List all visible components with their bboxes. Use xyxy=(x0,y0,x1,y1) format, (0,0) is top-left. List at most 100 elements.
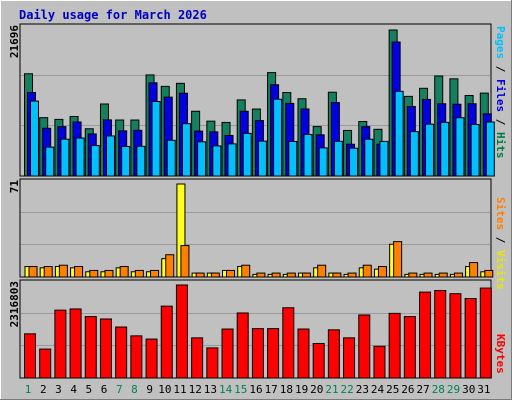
kbytes-panel: 2316803 KBytes xyxy=(8,279,507,379)
day-label: 31 xyxy=(477,383,490,396)
legend-visits: Visits xyxy=(494,250,507,290)
kbytes-bar xyxy=(464,298,477,379)
pages-bar xyxy=(45,146,55,177)
pages-bar xyxy=(455,117,465,177)
kbytes-bar xyxy=(221,328,234,379)
sites-bar xyxy=(210,272,220,278)
day-label: 19 xyxy=(295,383,308,396)
visits-ymax-label: 71 xyxy=(8,180,21,194)
day-label: 11 xyxy=(173,383,186,396)
day-label: 13 xyxy=(204,383,217,396)
visits-plot-area xyxy=(19,178,492,278)
kbytes-bar xyxy=(297,328,310,379)
kbytes-bar xyxy=(130,335,143,379)
sites-bar xyxy=(377,266,387,278)
sites-bar xyxy=(165,254,175,278)
sites-bar xyxy=(484,269,494,278)
kbytes-bar xyxy=(419,291,432,379)
pages-bar xyxy=(273,98,283,177)
sites-bar xyxy=(332,272,342,278)
sites-bar xyxy=(362,264,372,278)
day-label: 4 xyxy=(70,383,77,396)
day-label: 25 xyxy=(386,383,399,396)
pages-bar xyxy=(30,100,39,177)
day-label: 9 xyxy=(146,383,153,396)
day-label: 30 xyxy=(462,383,475,396)
pages-bar xyxy=(166,139,176,177)
legend-files: Files xyxy=(494,79,507,112)
day-label: 20 xyxy=(310,383,323,396)
pages-bar xyxy=(349,147,359,177)
day-label: 15 xyxy=(234,383,247,396)
kbytes-bar xyxy=(206,347,219,379)
day-label: 28 xyxy=(432,383,445,396)
kbytes-bar xyxy=(358,314,371,379)
sites-bar xyxy=(438,272,448,278)
pages-bar xyxy=(90,145,100,177)
kbytes-bar xyxy=(160,305,173,379)
sites-bar xyxy=(58,264,68,278)
day-label: 10 xyxy=(158,383,171,396)
pages-bar xyxy=(136,145,146,177)
kbytes-bar xyxy=(388,312,401,379)
sites-bar xyxy=(180,245,190,278)
pages-bar xyxy=(151,101,161,177)
kbytes-bar xyxy=(145,338,158,379)
visits-legend: Sites / Visits xyxy=(494,197,507,290)
pages-bar xyxy=(227,143,237,177)
kbytes-bar xyxy=(236,312,249,379)
kbytes-ymax-label: 2316803 xyxy=(8,281,21,327)
day-label: 24 xyxy=(371,383,385,396)
sites-bar xyxy=(408,272,418,278)
pages-bar xyxy=(257,140,267,177)
sites-bar xyxy=(256,272,266,278)
kbytes-bar xyxy=(251,328,264,379)
pages-bar xyxy=(242,132,252,177)
pages-bar xyxy=(212,145,222,177)
pages-bar xyxy=(333,140,343,177)
sites-bar xyxy=(241,264,251,278)
sites-bar xyxy=(347,272,357,278)
day-label: 14 xyxy=(219,383,233,396)
pages-bar xyxy=(318,147,328,177)
sites-bar xyxy=(195,272,205,278)
pages-bar xyxy=(394,90,404,177)
pages-bar xyxy=(75,137,85,177)
kbytes-bar xyxy=(343,337,356,379)
sites-bar xyxy=(28,266,38,278)
sites-bar xyxy=(271,272,281,278)
sites-bar xyxy=(301,272,311,278)
pages-bar xyxy=(105,135,115,177)
pages-bar xyxy=(288,140,298,177)
day-label: 21 xyxy=(325,383,338,396)
kbytes-bar xyxy=(175,284,188,379)
pages-bar xyxy=(364,138,374,177)
sites-bar xyxy=(286,272,296,278)
pages-bar xyxy=(409,131,419,177)
sites-bar xyxy=(226,269,236,278)
legend-kbytes: KBytes xyxy=(494,334,507,374)
day-label: 18 xyxy=(280,383,293,396)
kbytes-bars xyxy=(24,284,492,379)
day-label: 27 xyxy=(417,383,430,396)
pages-bar xyxy=(470,123,480,177)
kbytes-bar xyxy=(282,307,295,379)
sites-bar xyxy=(74,266,84,278)
kbytes-bar xyxy=(403,316,416,379)
legend-pages: Pages xyxy=(494,26,507,59)
visits-bars xyxy=(24,183,494,278)
traffic-ymax-label: 21696 xyxy=(8,25,21,58)
day-label: 3 xyxy=(55,383,62,396)
sites-bar xyxy=(317,264,327,278)
kbytes-bar xyxy=(449,293,462,379)
pages-bar xyxy=(425,123,435,177)
sites-bar xyxy=(150,269,160,278)
visits-panel: 71 Sites / Visits xyxy=(8,178,507,290)
pages-bar xyxy=(181,123,191,177)
day-label: 23 xyxy=(356,383,369,396)
sites-bar xyxy=(453,272,463,278)
kbytes-bar xyxy=(373,345,386,379)
pages-bar xyxy=(303,133,313,177)
sites-bar xyxy=(423,272,433,278)
sites-bar xyxy=(43,266,53,278)
